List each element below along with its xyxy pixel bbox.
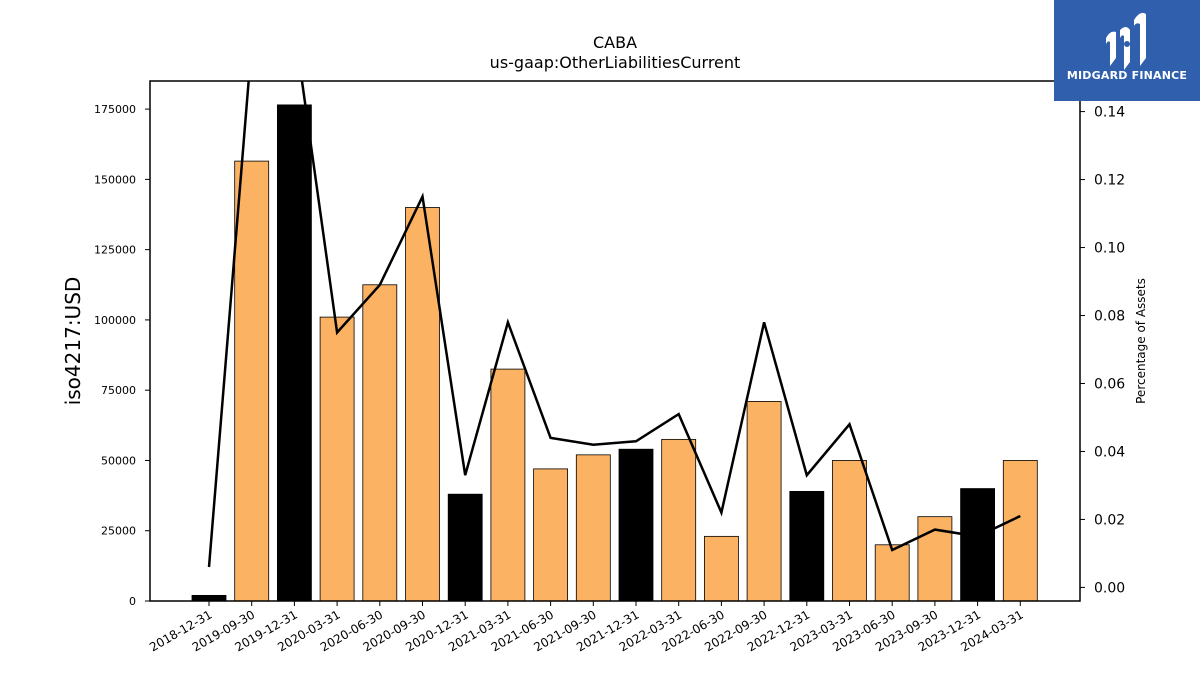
bar-2022-12-31 (789, 490, 825, 602)
brand-name: MIDGARD FINANCE (1066, 69, 1188, 82)
chart-title: CABA (593, 33, 637, 52)
left-tick-label: 150000 (94, 173, 136, 186)
bar-2019-12-31 (276, 104, 312, 602)
bar-2019-09-30 (234, 160, 270, 602)
right-tick-label: 0.10 (1094, 241, 1125, 257)
right-tick-label: 0.12 (1094, 173, 1125, 189)
line-group (207, 81, 1021, 568)
right-tick-label: 0.02 (1094, 512, 1125, 528)
bar-2021-06-30 (533, 468, 568, 602)
bar-2021-03-31 (490, 368, 526, 602)
left-tick-label: 25000 (101, 525, 136, 538)
bar-2023-03-31 (832, 460, 867, 602)
left-tick-label: 75000 (101, 384, 136, 397)
x-axis: 2018-12-312019-09-302019-12-312020-03-31… (147, 601, 1026, 654)
midgard-logo-icon (1106, 12, 1146, 70)
bar-2020-03-31 (319, 316, 355, 602)
left-tick-label: 125000 (94, 244, 136, 257)
left-tick-label: 0 (129, 595, 136, 608)
left-tick-label: 100000 (94, 314, 136, 327)
pct-assets-line (207, 81, 1021, 568)
bar-2024-03-31 (1002, 460, 1038, 602)
left-tick-label: 175000 (94, 103, 136, 116)
bar-2023-12-31 (960, 488, 995, 602)
bars-group (191, 104, 1038, 602)
chart-subtitle: us-gaap:OtherLiabilitiesCurrent (490, 53, 741, 72)
bar-2020-12-31 (447, 493, 483, 602)
right-tick-label: 0.14 (1094, 105, 1125, 121)
left-axis: 0 25000 50000 75000 100000 125000 150000 175000 (94, 103, 150, 608)
bar-2023-06-30 (874, 544, 910, 602)
bar-2021-12-31 (618, 448, 654, 602)
y2-axis-label: Percentage of Assets (1134, 278, 1148, 404)
plot-frame (149, 80, 1081, 602)
right-tick-label: 0.00 (1094, 580, 1125, 596)
bar-2021-09-30 (575, 454, 611, 602)
bar-2018-12-31 (191, 594, 227, 602)
right-axis: 0.00 0.02 0.04 0.06 0.08 0.10 0.12 0.14 (1080, 105, 1125, 596)
bar-2020-06-30 (362, 284, 398, 602)
brand-logo: MIDGARD FINANCE (1054, 0, 1200, 101)
bar-2022-03-31 (661, 438, 697, 602)
right-tick-label: 0.08 (1094, 309, 1125, 325)
y-axis-label: iso4217:USD (61, 277, 85, 406)
bar-2022-09-30 (746, 401, 782, 602)
bar-2022-06-30 (704, 535, 739, 602)
left-tick-label: 50000 (101, 454, 136, 467)
right-tick-label: 0.06 (1094, 376, 1125, 392)
right-tick-label: 0.04 (1094, 444, 1125, 460)
